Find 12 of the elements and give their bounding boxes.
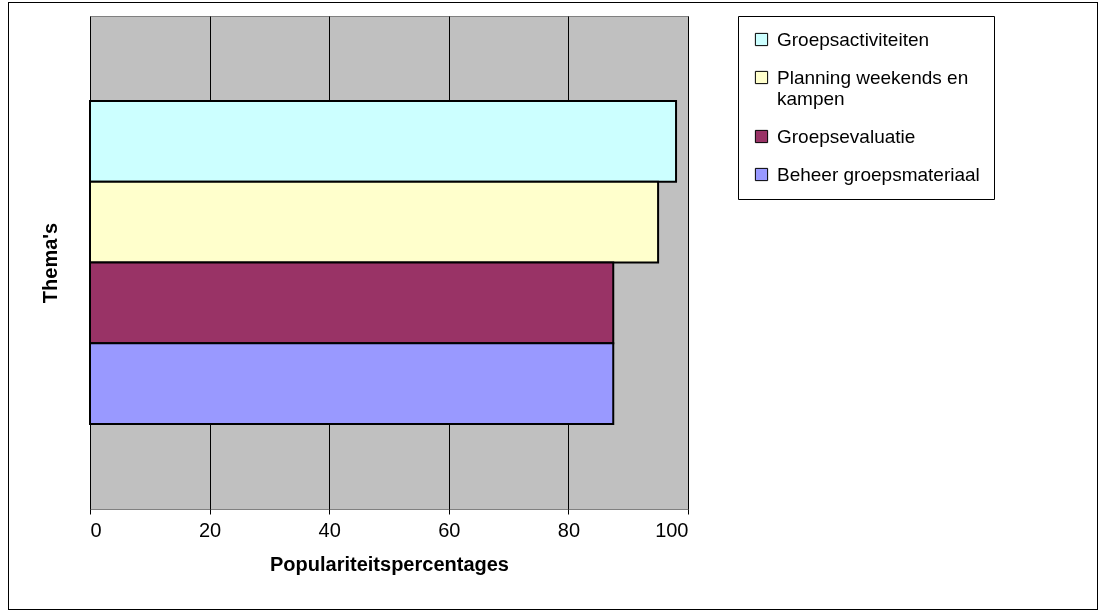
- legend-label: Beheer groepsmateriaal: [777, 163, 980, 185]
- x-tick-label: 0: [90, 518, 102, 541]
- x-tick-label: 60: [438, 518, 461, 541]
- x-tick-label: 100: [655, 518, 689, 541]
- x-tick-label: 80: [557, 518, 581, 541]
- x-tick-label: 20: [198, 518, 222, 541]
- legend-label: Planning weekends en kampen: [777, 66, 969, 109]
- legend-label: Groepsactiviteiten: [777, 28, 930, 50]
- legend-label: Groepsevaluatie: [777, 125, 916, 147]
- x-axis-title: Populariteitspercentages: [270, 552, 509, 575]
- y-axis-title: Thema's: [38, 222, 61, 304]
- x-tick-label: 40: [318, 518, 341, 541]
